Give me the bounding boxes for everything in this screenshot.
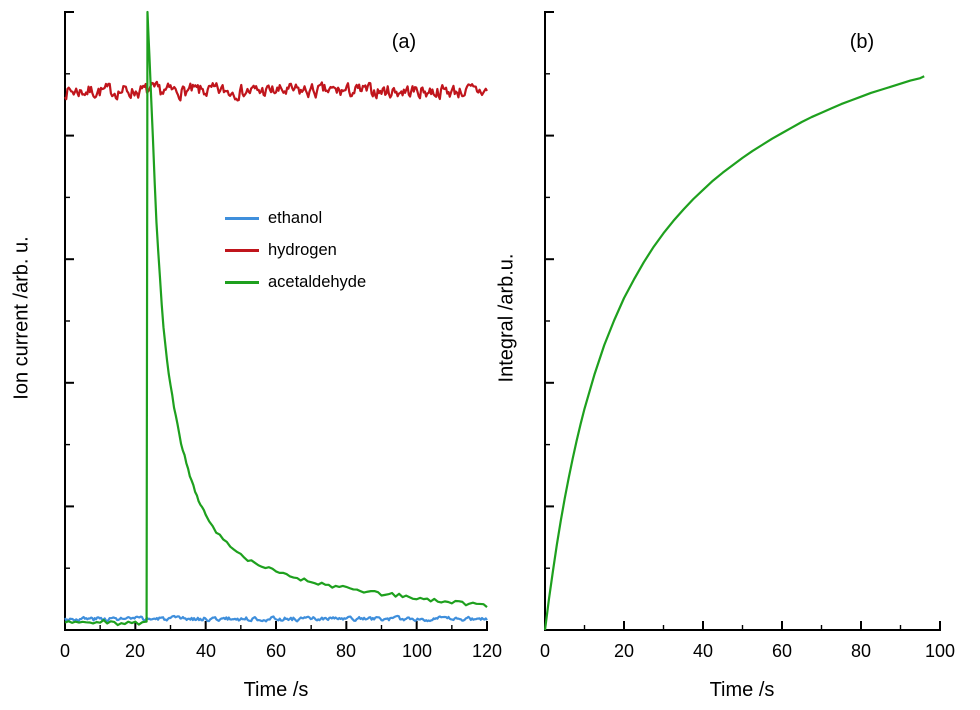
x-tick-label: 80 [850, 641, 872, 661]
series-hydrogen [64, 80, 488, 102]
legend-label-ethanol: ethanol [268, 208, 323, 227]
axis-frame-b [544, 11, 941, 631]
legend-item-hydrogen: hydrogen [225, 234, 366, 266]
legend-swatch-hydrogen [225, 248, 259, 252]
x-tick-label: 0 [59, 641, 70, 661]
x-tick-label: 40 [195, 641, 217, 661]
legend-label-hydrogen: hydrogen [268, 240, 337, 259]
x-tick-label: 100 [924, 641, 956, 661]
panel-label-b: (b) [849, 31, 875, 53]
x-tick-label: 20 [124, 641, 146, 661]
panel-label-a: (a) [391, 31, 417, 53]
legend-label-acetaldehyde: acetaldehyde [268, 272, 367, 291]
x-tick-label: 60 [771, 641, 793, 661]
x-tick-label: 0 [539, 641, 550, 661]
series-integral [543, 75, 925, 631]
x-tick-label: 100 [401, 641, 433, 661]
x-axis-label-b: Time /s [709, 679, 775, 701]
panel-a [64, 10, 488, 631]
series-acetaldehyde [64, 10, 488, 627]
x-tick-label: 60 [265, 641, 287, 661]
x-tick-label: 40 [692, 641, 714, 661]
x-tick-label: 20 [613, 641, 635, 661]
legend-swatch-acetaldehyde [225, 280, 259, 284]
x-tick-label: 120 [471, 641, 503, 661]
legend-swatch-ethanol [225, 216, 259, 220]
y-axis-label-a: Ion current /arb. u. [10, 236, 33, 400]
x-axis-label-a: Time /s [243, 679, 309, 701]
series-ethanol [64, 614, 488, 623]
axis-frame-a [64, 11, 488, 631]
y-axis-label-b: Integral /arb.u. [495, 253, 518, 383]
panel-b [543, 11, 941, 631]
x-tick-label: 80 [335, 641, 357, 661]
legend-item-acetaldehyde: acetaldehyde [225, 266, 366, 298]
legend-item-ethanol: ethanol [225, 202, 366, 234]
legend: ethanol hydrogen acetaldehyde [225, 202, 366, 298]
